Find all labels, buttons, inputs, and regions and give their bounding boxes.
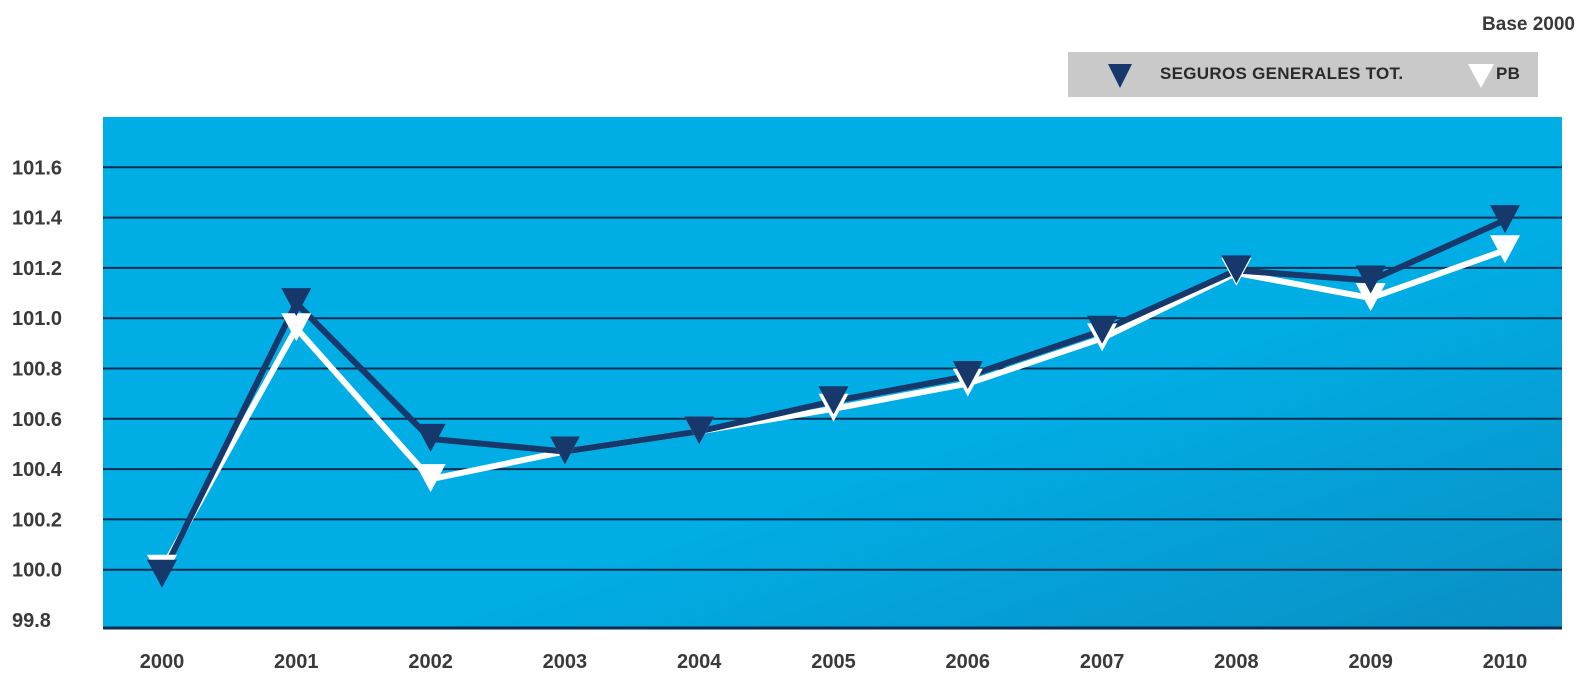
legend: SEGUROS GENERALES TOT. PB (1068, 52, 1538, 97)
data-point-marker (147, 559, 177, 588)
data-point-marker (1355, 283, 1386, 312)
y-tick-label: 99.8 (12, 610, 51, 632)
data-point-marker (1490, 235, 1520, 264)
data-point-marker (818, 386, 849, 415)
x-tick-label: 2008 (1214, 651, 1259, 673)
x-tick-label: 2005 (811, 651, 856, 673)
y-tick-label: 100.4 (12, 459, 63, 481)
x-tick-label: 2001 (274, 651, 319, 673)
y-tick-label: 100.0 (12, 560, 62, 582)
data-point-marker (1355, 265, 1386, 294)
y-tick-label: 100.8 (12, 359, 62, 381)
legend-label-pb: PB (1496, 64, 1521, 83)
x-tick-label: 2002 (408, 651, 453, 673)
y-tick-label: 101.0 (12, 308, 62, 330)
x-tick-label: 2010 (1483, 651, 1528, 673)
x-tick-label: 2007 (1080, 651, 1125, 673)
y-tick-label: 100.2 (12, 509, 62, 531)
data-point-marker (1087, 315, 1118, 344)
y-tick-label: 101.6 (12, 157, 62, 179)
x-tick-label: 2000 (140, 651, 185, 673)
data-point-marker (549, 436, 580, 465)
plot-area (103, 117, 1562, 628)
data-point-marker (1490, 205, 1520, 234)
y-tick-label: 101.4 (12, 208, 63, 230)
x-tick-label: 2009 (1348, 651, 1393, 673)
legend-label-seguros: SEGUROS GENERALES TOT. (1160, 64, 1404, 83)
data-point-marker (281, 313, 312, 342)
y-tick-label: 101.2 (12, 258, 62, 280)
data-point-marker (281, 288, 312, 317)
data-point-marker (415, 423, 446, 452)
data-point-marker (1221, 255, 1252, 284)
data-point-marker (952, 361, 983, 390)
data-point-marker (415, 464, 446, 493)
x-tick-label: 2003 (543, 651, 588, 673)
x-tick-label: 2004 (677, 651, 722, 673)
y-tick-label: 100.6 (12, 409, 62, 431)
legend-marker-pb (1468, 64, 1494, 88)
legend-marker-seguros (1108, 64, 1132, 88)
base-label: Base 2000 (1482, 14, 1575, 35)
x-tick-label: 2006 (946, 651, 991, 673)
data-point-marker (684, 416, 715, 445)
